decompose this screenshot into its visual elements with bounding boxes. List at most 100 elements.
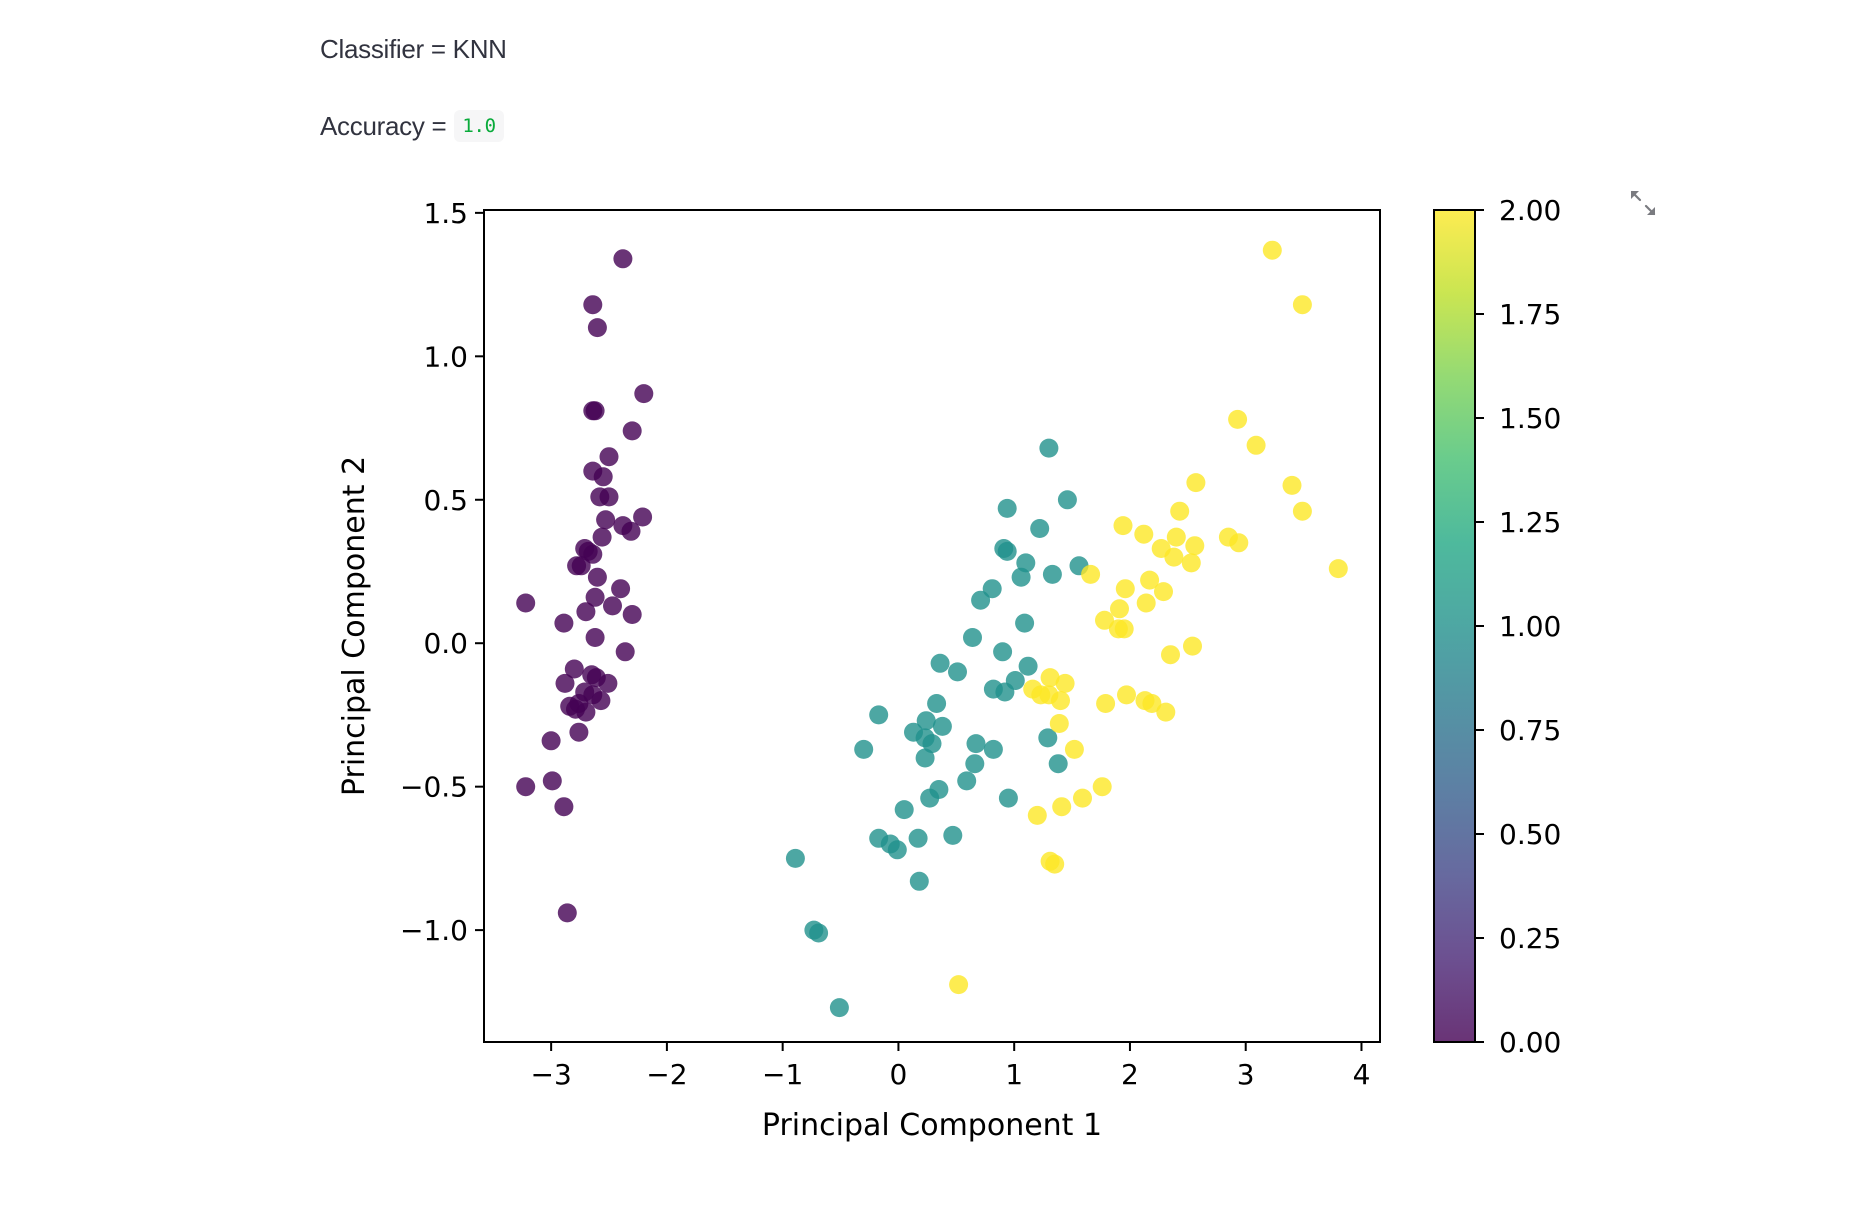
- data-point-class0: [611, 579, 631, 599]
- data-point-class0: [516, 777, 536, 797]
- data-point-class0: [599, 487, 619, 507]
- data-point-class0: [569, 722, 589, 742]
- colorbar: [1433, 209, 1476, 1043]
- data-point-class1: [948, 662, 967, 682]
- data-point-class0: [592, 527, 612, 547]
- data-point-class1: [894, 800, 914, 820]
- data-point-class2: [1328, 559, 1348, 579]
- data-point-class2: [1142, 694, 1162, 713]
- colorbar-tick-label: 2.00: [1499, 194, 1561, 227]
- data-point-class2: [1031, 685, 1051, 705]
- classifier-label: Classifier =: [320, 34, 446, 64]
- x-tick-label: 3: [1237, 1058, 1255, 1091]
- colorbar-ticks: 0.00 0.25 0.50 0.75 1.00 1.25 1.50 1.75 2.00: [1475, 194, 1561, 1059]
- data-point-class1: [915, 748, 935, 768]
- data-point-class2: [1110, 599, 1129, 619]
- data-point-class2: [1183, 636, 1202, 656]
- data-point-class0: [622, 421, 642, 441]
- data-point-class0: [593, 467, 613, 487]
- data-point-class1: [869, 705, 889, 725]
- data-point-class2: [1161, 645, 1180, 665]
- data-point-class1: [829, 998, 849, 1018]
- data-point-class1: [922, 734, 942, 754]
- data-point-class1: [916, 711, 936, 731]
- data-point-class0: [571, 556, 591, 576]
- x-tick-label: 0: [890, 1058, 908, 1091]
- data-point-class1: [943, 825, 963, 845]
- data-point-class2: [1136, 593, 1156, 613]
- data-point-class0: [585, 401, 605, 421]
- data-point-class1: [909, 871, 929, 891]
- classifier-value: KNN: [452, 34, 507, 64]
- plot-frame: [483, 209, 1381, 1043]
- data-point-class0: [555, 673, 575, 693]
- data-point-class1: [1011, 567, 1031, 587]
- data-point-class1: [997, 541, 1017, 561]
- data-point-class2: [1052, 797, 1072, 817]
- colorbar-tick-label: 1.75: [1499, 298, 1561, 331]
- data-point-class2: [1170, 501, 1190, 521]
- data-point-class0: [596, 510, 616, 530]
- data-point-class2: [1108, 619, 1128, 639]
- classifier-line: Classifier = KNN: [320, 34, 507, 65]
- data-point-class1: [1038, 728, 1058, 748]
- x-axis: −3 −2 −1 0 1 2 3 4: [531, 1042, 1370, 1091]
- x-tick-label: −3: [531, 1058, 572, 1091]
- data-point-class0: [554, 797, 574, 817]
- colorbar-tick-label: 1.25: [1499, 506, 1561, 539]
- data-point-class1: [1057, 490, 1077, 510]
- data-point-class1: [998, 788, 1018, 808]
- y-tick-label: 0.5: [423, 484, 468, 517]
- data-point-class2: [1229, 533, 1249, 553]
- data-point-class2: [1156, 702, 1176, 722]
- data-point-class0: [585, 628, 605, 647]
- data-point-class1: [785, 848, 805, 868]
- fullscreen-expand-icon: [1630, 190, 1656, 216]
- data-point-class2: [1134, 524, 1154, 544]
- data-point-class0: [622, 605, 642, 624]
- data-point-class1: [993, 642, 1013, 662]
- data-point-class2: [1262, 240, 1282, 260]
- data-point-class2: [1185, 536, 1205, 556]
- data-point-class1: [1039, 438, 1059, 458]
- data-point-class1: [957, 771, 977, 791]
- data-point-class2: [1045, 854, 1065, 874]
- data-point-class1: [930, 653, 950, 673]
- data-point-class2: [1140, 570, 1160, 590]
- data-point-class0: [591, 691, 611, 711]
- data-point-class0: [583, 544, 603, 564]
- data-point-class2: [1095, 610, 1114, 630]
- data-point-class2: [1181, 553, 1201, 573]
- data-point-class1: [1030, 519, 1050, 538]
- fullscreen-expand-button[interactable]: [1628, 188, 1658, 218]
- data-point-class1: [1018, 656, 1038, 676]
- data-point-class2: [1064, 739, 1084, 759]
- data-point-class2: [1092, 777, 1112, 797]
- data-point-class0: [615, 642, 635, 662]
- data-point-class1: [982, 579, 1002, 599]
- data-point-class2: [1115, 579, 1135, 599]
- data-point-class2: [1049, 714, 1069, 733]
- data-point-class0: [516, 593, 536, 613]
- x-tick-label: −1: [762, 1058, 803, 1091]
- data-point-class2: [1081, 564, 1101, 584]
- data-point-class1: [1048, 754, 1068, 774]
- data-point-class0: [554, 613, 574, 633]
- colorbar-tick-label: 0.75: [1499, 714, 1561, 747]
- data-point-class0: [587, 567, 607, 587]
- data-point-class0: [557, 903, 577, 923]
- data-point-class1: [1015, 613, 1035, 633]
- colorbar-tick-label: 0.00: [1499, 1026, 1561, 1059]
- data-point-class0: [542, 771, 562, 791]
- accuracy-label: Accuracy =: [320, 110, 447, 141]
- x-axis-label: Principal Component 1: [762, 1108, 1102, 1143]
- y-tick-label: 0.0: [423, 627, 468, 660]
- y-axis-label: Principal Component 2: [337, 456, 372, 796]
- data-point-class2: [1154, 582, 1173, 602]
- data-point-class1: [1016, 553, 1036, 573]
- x-tick-label: 2: [1121, 1058, 1139, 1091]
- data-point-class0: [634, 384, 654, 404]
- data-point-class2: [1073, 788, 1092, 808]
- data-point-class2: [1246, 435, 1266, 455]
- data-point-class1: [965, 754, 985, 774]
